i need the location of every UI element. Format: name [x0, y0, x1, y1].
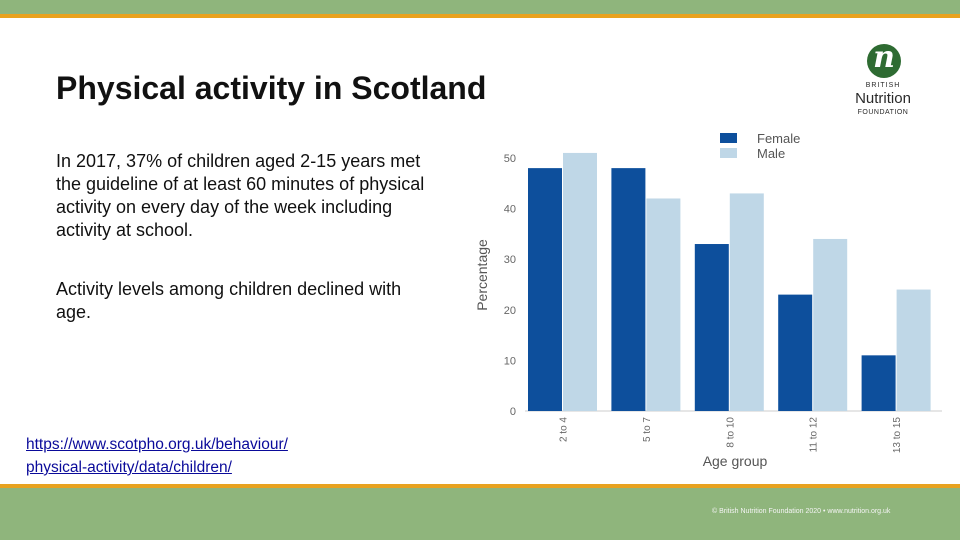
- footer-copyright: © British Nutrition Foundation 2020 • ww…: [712, 508, 891, 515]
- x-tick-label: 2 to 4: [559, 417, 570, 442]
- bar-male: [813, 238, 848, 411]
- bar-male: [563, 152, 597, 411]
- x-tick-label: 11 to 12: [809, 417, 820, 453]
- x-tick-label: 8 to 10: [725, 417, 736, 448]
- bar-chart: 0 10 20 30 40 50 2 to 4 5 to 7 8 to 10 11 to 12 13…: [474, 131, 942, 469]
- y-tick-label: 10: [504, 355, 516, 367]
- source-link-line-2[interactable]: physical-activity/data/children/: [26, 459, 232, 476]
- legend-swatch-male: [720, 148, 737, 158]
- top-green-band: [0, 0, 960, 14]
- bar-male: [729, 193, 764, 411]
- body-paragraph-1: In 2017, 37% of children aged 2-15 years…: [56, 151, 425, 240]
- source-link-line-1[interactable]: https://www.scotpho.org.uk/behaviour/: [26, 436, 288, 453]
- logo-line-2: Nutrition: [855, 90, 911, 107]
- logo-letter: n: [873, 40, 895, 75]
- legend-label-male: Male: [757, 146, 785, 161]
- x-axis-label: Age group: [703, 453, 768, 469]
- y-axis-label: Percentage: [474, 239, 490, 311]
- logo-line-3: FOUNDATION: [857, 109, 909, 116]
- x-tick-label: 13 to 15: [892, 417, 903, 454]
- y-tick-label: 20: [504, 305, 516, 317]
- bottom-orange-stripe: [0, 484, 960, 488]
- x-tick-label: 5 to 7: [642, 417, 653, 442]
- bar-male: [896, 289, 931, 411]
- y-tick-label: 0: [510, 406, 516, 418]
- y-tick-label: 40: [504, 204, 516, 216]
- bar-female: [778, 294, 813, 411]
- body-paragraph-2: Activity levels among children declined …: [56, 279, 402, 322]
- bar-female: [694, 244, 729, 411]
- bar-male: [646, 198, 681, 411]
- slide-title: Physical activity in Scotland: [56, 70, 487, 106]
- y-tick-label: 30: [504, 254, 516, 266]
- plot-area: 0 10 20 30 40 50 2 to 4 5 to 7 8 to 10 11 to 12 13…: [504, 152, 942, 454]
- bar-female: [611, 168, 646, 411]
- top-orange-stripe: [0, 14, 960, 18]
- legend-swatch-female: [720, 133, 737, 143]
- logo-line-1: BRITISH: [865, 82, 901, 89]
- source-link[interactable]: https://www.scotpho.org.uk/behaviour/ ph…: [26, 433, 288, 479]
- bnf-logo: n BRITISH Nutrition FOUNDATION: [840, 40, 926, 118]
- y-tick-label: 50: [504, 153, 516, 165]
- bar-female: [861, 355, 896, 411]
- bottom-green-band: [0, 488, 960, 540]
- bar-female: [528, 168, 562, 411]
- legend-label-female: Female: [757, 131, 800, 146]
- logo-mark-icon: [867, 44, 901, 78]
